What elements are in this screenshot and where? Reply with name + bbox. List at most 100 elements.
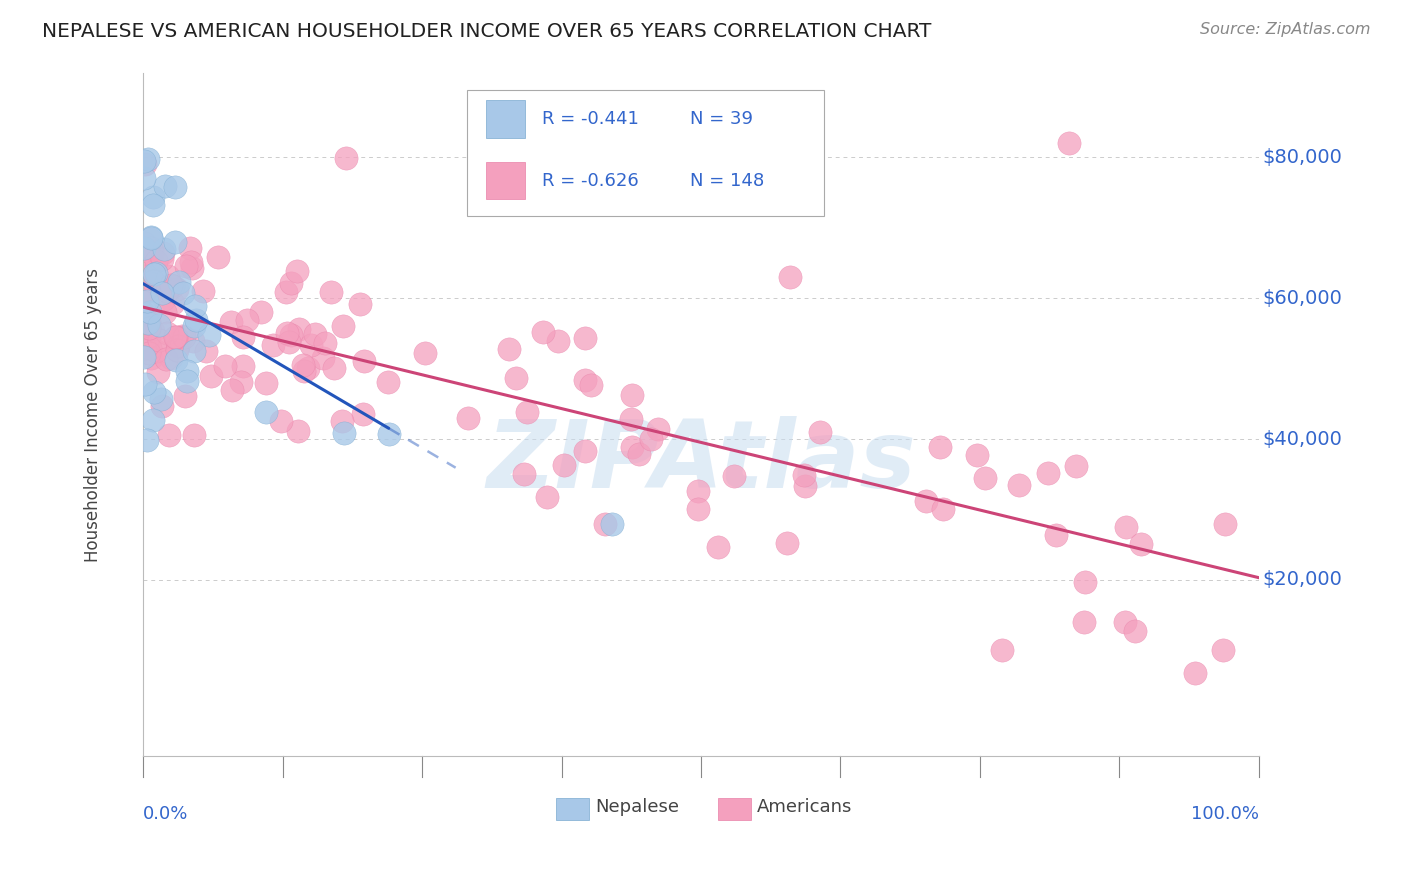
Point — [165, 352, 187, 367]
Point — [377, 426, 399, 441]
Point — [135, 316, 157, 330]
Point — [297, 361, 319, 376]
Point — [299, 337, 322, 351]
Text: $40,000: $40,000 — [1263, 430, 1341, 449]
Point — [150, 252, 173, 266]
Point — [145, 266, 167, 280]
Point — [194, 344, 217, 359]
Point — [157, 269, 180, 284]
Point — [280, 276, 302, 290]
Bar — [485, 161, 524, 199]
Point — [153, 305, 176, 319]
Point — [155, 352, 177, 367]
Point — [146, 365, 169, 379]
Point — [176, 364, 198, 378]
Point — [162, 295, 184, 310]
Point — [236, 313, 259, 327]
Point — [200, 369, 222, 384]
Point — [231, 376, 253, 390]
Point — [155, 280, 177, 294]
Point — [145, 344, 167, 359]
Point — [145, 277, 167, 291]
Point — [134, 157, 156, 171]
Point — [141, 247, 163, 261]
Point — [779, 270, 801, 285]
Point — [593, 516, 616, 531]
Point — [214, 359, 236, 374]
Point — [1184, 665, 1206, 680]
Point — [1057, 136, 1080, 151]
Point — [174, 259, 197, 273]
Point — [931, 502, 953, 516]
Point — [547, 334, 569, 348]
Point — [686, 502, 709, 516]
Point — [191, 284, 214, 298]
Point — [135, 293, 157, 308]
Point — [183, 428, 205, 442]
Text: N = 148: N = 148 — [690, 171, 763, 190]
Point — [156, 326, 179, 341]
Point — [353, 353, 375, 368]
Point — [276, 326, 298, 341]
Point — [516, 405, 538, 419]
Text: R = -0.626: R = -0.626 — [541, 171, 638, 190]
Point — [142, 197, 165, 211]
Point — [707, 540, 730, 554]
Point — [304, 327, 326, 342]
Point — [145, 254, 167, 268]
Point — [915, 494, 938, 508]
Point — [134, 171, 156, 186]
Point — [134, 376, 156, 391]
Point — [153, 179, 176, 194]
Point — [150, 399, 173, 413]
Point — [150, 285, 173, 300]
Point — [1123, 624, 1146, 638]
Point — [314, 336, 336, 351]
Text: N = 39: N = 39 — [690, 110, 752, 128]
Point — [793, 468, 815, 483]
Text: Americans: Americans — [756, 798, 852, 816]
Point — [176, 374, 198, 388]
Point — [280, 328, 302, 343]
Point — [1045, 527, 1067, 541]
Text: Source: ZipAtlas.com: Source: ZipAtlas.com — [1201, 22, 1371, 37]
Point — [172, 285, 194, 300]
Point — [165, 329, 187, 343]
Point — [138, 284, 160, 298]
Point — [157, 428, 180, 442]
Point — [148, 318, 170, 333]
Point — [991, 643, 1014, 657]
Point — [966, 448, 988, 462]
Point — [139, 341, 162, 355]
Point — [232, 330, 254, 344]
Point — [620, 412, 643, 426]
Point — [148, 334, 170, 348]
Point — [254, 376, 277, 391]
Point — [152, 246, 174, 260]
Text: NEPALESE VS AMERICAN HOUSEHOLDER INCOME OVER 65 YEARS CORRELATION CHART: NEPALESE VS AMERICAN HOUSEHOLDER INCOME … — [42, 22, 932, 41]
Point — [173, 330, 195, 344]
Point — [536, 491, 558, 505]
Point — [219, 315, 242, 329]
Point — [134, 268, 156, 283]
Point — [136, 152, 159, 166]
Point — [1073, 574, 1095, 589]
Point — [793, 479, 815, 493]
Point — [134, 153, 156, 168]
Text: $60,000: $60,000 — [1263, 289, 1341, 308]
Text: $20,000: $20,000 — [1263, 571, 1341, 590]
Point — [138, 346, 160, 360]
Point — [221, 383, 243, 397]
Text: 100.0%: 100.0% — [1191, 805, 1258, 823]
Point — [134, 235, 156, 250]
Point — [167, 275, 190, 289]
Point — [134, 310, 156, 325]
Point — [207, 250, 229, 264]
Point — [134, 306, 156, 320]
Point — [139, 230, 162, 244]
Point — [505, 371, 527, 385]
Point — [138, 329, 160, 343]
Point — [513, 467, 536, 481]
FancyBboxPatch shape — [467, 90, 824, 217]
Point — [415, 346, 437, 360]
